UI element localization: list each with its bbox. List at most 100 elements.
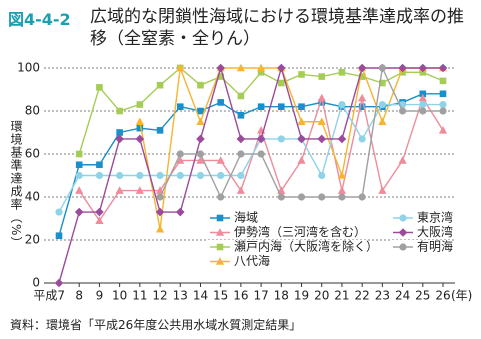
x-tick-label: 19 (294, 289, 309, 303)
marker (116, 171, 124, 180)
marker (196, 171, 205, 180)
marker (337, 171, 347, 179)
marker (237, 112, 245, 119)
marker (318, 99, 326, 106)
marker (55, 208, 63, 216)
marker (439, 100, 447, 109)
legend-bg (208, 240, 368, 254)
marker (378, 64, 386, 72)
marker (378, 100, 386, 109)
marker (216, 63, 225, 73)
marker (358, 103, 366, 110)
marker (216, 156, 225, 164)
x-unit: (年) (451, 289, 472, 303)
x-tick-label: 24 (395, 289, 410, 303)
chart: 0 20 40 60 80 100 平成7 8 9 10 11 12 13 14 15 16 17 18 19 20 2… (17, 61, 472, 303)
marker (298, 71, 305, 78)
legend-bg (208, 254, 368, 269)
marker (418, 93, 427, 102)
marker (116, 129, 123, 136)
y-tick-label: 60 (25, 147, 40, 161)
marker (297, 134, 306, 144)
legend-label: 伊勢湾（三河湾を含む） (234, 224, 366, 239)
marker (236, 134, 246, 144)
marker (176, 103, 184, 110)
marker (317, 93, 326, 102)
marker (75, 161, 83, 169)
marker (197, 107, 204, 115)
marker (136, 101, 144, 108)
marker (176, 63, 185, 72)
y-axis-label: 環境基準達成率（%） (9, 120, 23, 250)
marker (277, 63, 286, 73)
marker (257, 150, 265, 158)
marker (419, 100, 427, 109)
marker (176, 171, 184, 180)
marker (136, 124, 144, 132)
x-tick-label: 8 (75, 289, 83, 303)
marker (217, 193, 225, 201)
marker (175, 207, 185, 217)
marker (297, 193, 306, 201)
marker (338, 69, 346, 76)
marker (399, 69, 406, 76)
marker (155, 224, 165, 233)
marker (256, 134, 266, 144)
x-tick-label: 26 (435, 289, 450, 303)
marker (338, 193, 346, 201)
marker (237, 150, 245, 158)
marker (176, 150, 184, 158)
marker (277, 193, 285, 201)
marker (257, 69, 265, 76)
marker (398, 156, 407, 164)
marker (155, 207, 165, 217)
marker (75, 150, 83, 158)
marker (217, 99, 224, 106)
marker (135, 186, 144, 194)
marker (237, 171, 245, 180)
marker (419, 69, 427, 76)
source-note: 資料：環境省「平成26年度公共用水域水質測定結果」 (10, 318, 302, 332)
marker (54, 278, 64, 288)
marker (358, 193, 366, 201)
x-tick-label: 12 (152, 289, 167, 303)
x-tick-label: 11 (132, 289, 147, 303)
legend-label: 八代海 (234, 253, 270, 268)
marker (318, 73, 326, 80)
marker (115, 134, 124, 144)
x-tick-label: 平成7 (33, 289, 65, 303)
marker (378, 117, 387, 126)
y-tick-label: 40 (25, 190, 40, 204)
legend-label: 大阪湾 (417, 224, 453, 239)
x-tick-label: 15 (213, 289, 228, 303)
legend-label: 東京湾 (417, 210, 453, 225)
marker (95, 171, 104, 180)
marker (297, 156, 306, 164)
y-tick-label: 0 (32, 276, 40, 290)
legend-label: 瀬戸内海（大阪湾を除く） (234, 239, 378, 254)
marker (317, 134, 327, 144)
marker (236, 63, 245, 72)
legend-bg (208, 211, 368, 225)
x-tick-label: 13 (173, 289, 188, 303)
legend-label: 有明海 (417, 239, 453, 254)
legend-label: 海域 (234, 210, 258, 225)
marker (237, 92, 245, 100)
x-tick-label: 18 (274, 289, 289, 303)
marker (298, 103, 305, 110)
legend-bg (391, 225, 451, 240)
marker (257, 103, 265, 110)
marker (318, 193, 326, 201)
marker (135, 117, 144, 126)
marker (438, 126, 448, 134)
x-tick-label: 20 (314, 289, 329, 303)
series-line (58, 93, 443, 236)
marker (217, 73, 224, 80)
marker (95, 207, 104, 217)
marker (278, 103, 285, 110)
marker (257, 63, 266, 72)
marker (96, 84, 103, 91)
marker (398, 107, 407, 115)
marker (216, 243, 224, 251)
marker (196, 156, 205, 164)
